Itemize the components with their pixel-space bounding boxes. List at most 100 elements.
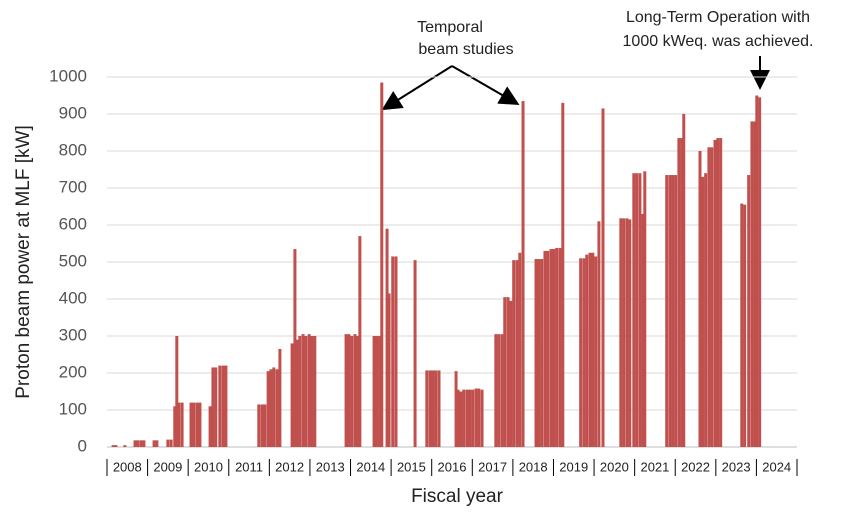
bar xyxy=(218,365,222,447)
bar xyxy=(257,404,261,447)
bar xyxy=(166,439,170,447)
bar xyxy=(665,175,669,448)
x-tick-label: 2022 xyxy=(681,459,710,474)
bar xyxy=(195,402,199,447)
bar xyxy=(387,293,391,447)
x-tick-label: 2013 xyxy=(316,459,345,474)
bar xyxy=(635,173,639,447)
bar xyxy=(521,101,525,448)
annotation: Long-Term Operation with xyxy=(626,9,810,26)
bar xyxy=(428,370,432,447)
y-tick-label: 400 xyxy=(59,288,87,307)
bar xyxy=(601,108,605,447)
bar xyxy=(431,370,435,447)
x-tick-label: 2020 xyxy=(600,459,629,474)
bar xyxy=(142,440,146,447)
bar xyxy=(224,365,228,447)
bar xyxy=(750,121,754,448)
bar xyxy=(269,369,273,447)
bar xyxy=(350,336,354,447)
bar xyxy=(437,370,441,447)
bar xyxy=(169,439,173,447)
bar xyxy=(425,370,429,447)
bar xyxy=(123,445,127,447)
bar xyxy=(139,440,143,447)
x-tick-label: 2014 xyxy=(356,459,385,474)
bar xyxy=(704,173,708,447)
bar xyxy=(378,336,382,447)
bar xyxy=(747,175,751,448)
bar xyxy=(716,138,720,448)
bar xyxy=(358,236,362,447)
bar xyxy=(298,336,302,447)
bar xyxy=(293,249,297,447)
bar xyxy=(515,260,519,447)
bar xyxy=(263,404,267,447)
bar xyxy=(211,367,215,447)
bar xyxy=(290,343,294,447)
bar xyxy=(638,173,642,447)
bar xyxy=(558,247,562,447)
bar xyxy=(372,336,376,447)
bar xyxy=(597,221,601,447)
bar xyxy=(208,406,212,447)
bar xyxy=(701,176,705,447)
bar xyxy=(175,336,179,447)
x-tick-label: 2021 xyxy=(640,459,669,474)
bar xyxy=(465,389,469,447)
bar xyxy=(136,440,140,447)
x-tick-label: 2024 xyxy=(762,459,791,474)
bar xyxy=(462,389,466,447)
bar xyxy=(622,218,626,447)
bar xyxy=(192,402,196,447)
bar xyxy=(391,256,395,447)
y-tick-label: 600 xyxy=(59,214,87,233)
x-tick-label: 2008 xyxy=(113,459,142,474)
bar xyxy=(619,218,623,447)
bar xyxy=(506,297,510,447)
x-tick-label: 2016 xyxy=(438,459,467,474)
x-axis-label: Fiscal year xyxy=(411,486,504,507)
x-tick-label: 2017 xyxy=(478,459,507,474)
bar xyxy=(588,252,592,447)
x-tick-label: 2018 xyxy=(519,459,548,474)
bar xyxy=(698,151,702,447)
bar xyxy=(347,334,351,447)
bar xyxy=(301,334,305,447)
bar xyxy=(111,445,115,447)
bar xyxy=(680,138,684,448)
x-tick-label: 2009 xyxy=(153,459,182,474)
bar xyxy=(549,249,553,447)
bar xyxy=(310,336,314,447)
annotation: Temporal xyxy=(417,19,483,36)
bar xyxy=(278,348,282,447)
bar xyxy=(375,336,379,447)
bar xyxy=(534,259,538,447)
bar xyxy=(758,97,762,447)
bar xyxy=(537,259,541,447)
bar xyxy=(313,336,317,447)
bar xyxy=(740,203,744,447)
bar xyxy=(152,440,156,447)
bar xyxy=(304,336,308,447)
y-tick-label: 200 xyxy=(59,362,87,381)
bar xyxy=(380,82,384,448)
bar xyxy=(713,139,717,447)
bar xyxy=(434,370,438,447)
bar xyxy=(561,102,565,448)
bar xyxy=(477,388,481,447)
bar xyxy=(480,389,484,447)
bar xyxy=(643,171,647,447)
bar xyxy=(353,334,357,447)
arrows xyxy=(381,56,770,111)
x-tick-label: 2015 xyxy=(397,459,426,474)
bar xyxy=(474,388,478,447)
bar xyxy=(114,445,118,447)
bar xyxy=(632,173,636,447)
y-tick-label: 1000 xyxy=(49,66,87,85)
bar xyxy=(628,219,632,447)
bar xyxy=(272,367,276,447)
x-tick-label: 2010 xyxy=(194,459,223,474)
bar xyxy=(177,402,181,447)
